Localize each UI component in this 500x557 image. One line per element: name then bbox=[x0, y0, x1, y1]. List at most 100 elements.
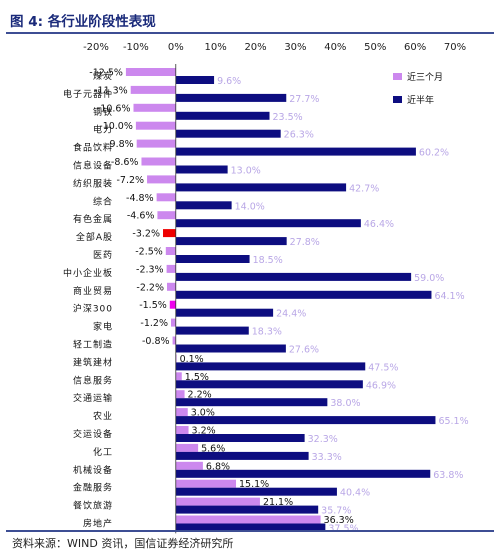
bar-half-year bbox=[175, 76, 215, 84]
data-label-three-month: -4.8% bbox=[126, 193, 154, 204]
bar-half-year bbox=[175, 93, 287, 102]
category-label: 医药 bbox=[93, 250, 113, 261]
category-label: 煤炭 bbox=[93, 70, 113, 82]
x-tick-label: -20% bbox=[83, 42, 109, 53]
data-label-three-month: -3.2% bbox=[132, 229, 160, 240]
category-label: 中小企业板 bbox=[63, 267, 113, 279]
bar-half-year bbox=[175, 219, 361, 228]
data-label-three-month: 3.2% bbox=[192, 426, 216, 437]
x-tick-label: 60% bbox=[404, 42, 426, 53]
bar-three-month bbox=[141, 157, 176, 166]
figure-title: 图 4: 各行业阶段性表现 bbox=[10, 14, 156, 30]
bar-three-month bbox=[169, 300, 176, 309]
bar-three-month bbox=[172, 336, 176, 345]
bar-half-year bbox=[175, 487, 337, 496]
data-label-three-month: 21.1% bbox=[263, 497, 293, 508]
bar-half-year bbox=[175, 469, 431, 478]
data-label-half-year: 37.5% bbox=[328, 524, 358, 535]
source-note: 资料来源：WIND 资讯，国信证券经济研究所 bbox=[12, 537, 234, 550]
data-label-three-month: -8.6% bbox=[111, 157, 139, 168]
legend-label-three-month: 近三个月 bbox=[407, 71, 443, 83]
category-label: 交通运输 bbox=[73, 392, 113, 404]
bar-three-month bbox=[175, 515, 321, 524]
x-tick-label: 30% bbox=[284, 42, 306, 53]
data-label-half-year: 9.6% bbox=[217, 76, 241, 87]
category-label: 纺织服装 bbox=[73, 177, 113, 189]
bar-half-year bbox=[175, 129, 281, 138]
data-label-half-year: 59.0% bbox=[414, 273, 444, 284]
x-tick-label: 70% bbox=[444, 42, 466, 53]
category-label: 综合 bbox=[93, 195, 113, 207]
category-label: 全部A股 bbox=[76, 231, 113, 243]
data-label-half-year: 42.7% bbox=[349, 183, 379, 194]
data-label-three-month: 5.6% bbox=[201, 443, 225, 454]
bar-half-year bbox=[175, 237, 287, 246]
bar-three-month bbox=[175, 372, 182, 381]
bar-three-month bbox=[125, 68, 176, 76]
bar-half-year bbox=[175, 344, 286, 353]
data-label-half-year: 18.5% bbox=[253, 255, 283, 266]
category-label: 家电 bbox=[93, 321, 113, 333]
bar-half-year bbox=[175, 255, 250, 263]
bar-three-month bbox=[170, 318, 176, 327]
data-label-half-year: 27.7% bbox=[289, 94, 319, 105]
data-label-three-month: 3.0% bbox=[191, 408, 215, 419]
title-rule bbox=[6, 32, 494, 34]
bar-half-year bbox=[175, 183, 347, 192]
data-label-three-month: -2.3% bbox=[136, 264, 164, 275]
bar-half-year bbox=[175, 380, 363, 389]
bar-half-year bbox=[175, 290, 432, 299]
data-label-three-month: -1.2% bbox=[140, 318, 168, 329]
bar-half-year bbox=[175, 362, 366, 371]
data-label-half-year: 13.0% bbox=[231, 166, 261, 177]
category-label: 建筑建材 bbox=[73, 356, 113, 368]
bar-half-year bbox=[175, 523, 326, 532]
data-label-three-month: -1.5% bbox=[139, 300, 167, 311]
bar-three-month bbox=[133, 103, 176, 112]
data-label-half-year: 27.8% bbox=[290, 237, 320, 248]
bar-half-year bbox=[175, 326, 249, 335]
category-label: 金融服务 bbox=[73, 482, 113, 494]
category-label: 餐饮旅游 bbox=[73, 500, 113, 512]
data-label-three-month: 15.1% bbox=[239, 479, 269, 490]
data-label-half-year: 38.0% bbox=[330, 398, 360, 409]
bar-half-year bbox=[175, 201, 232, 210]
data-label-three-month: -9.8% bbox=[106, 139, 134, 150]
category-label: 农业 bbox=[93, 410, 113, 422]
bar-three-month bbox=[166, 264, 176, 273]
data-label-three-month: 1.5% bbox=[185, 372, 209, 383]
category-label: 食品饮料 bbox=[73, 142, 113, 154]
data-label-three-month: -11.3% bbox=[94, 85, 128, 96]
bar-three-month bbox=[135, 121, 176, 130]
data-label-half-year: 32.3% bbox=[308, 434, 338, 445]
data-label-half-year: 23.5% bbox=[273, 112, 303, 123]
bar-half-year bbox=[175, 416, 436, 425]
data-label-three-month: -7.2% bbox=[116, 175, 144, 186]
data-label-half-year: 18.3% bbox=[252, 327, 282, 338]
category-label: 化工 bbox=[93, 446, 113, 458]
data-label-half-year: 35.7% bbox=[321, 506, 351, 517]
x-tick-label: 10% bbox=[205, 42, 227, 53]
bar-three-month bbox=[165, 247, 176, 255]
category-label: 房地产 bbox=[83, 518, 113, 530]
bar-half-year bbox=[175, 434, 305, 442]
category-label: 有色金属 bbox=[73, 213, 113, 225]
bar-half-year bbox=[175, 147, 416, 156]
bar-half-year bbox=[175, 165, 228, 174]
x-tick-label: -10% bbox=[123, 42, 149, 53]
bar-three-month bbox=[136, 139, 176, 148]
bar-three-month bbox=[175, 426, 189, 434]
data-label-half-year: 46.9% bbox=[366, 380, 396, 391]
bar-three-month bbox=[175, 390, 185, 399]
legend-swatch-three-month bbox=[393, 73, 402, 80]
bar-three-month bbox=[147, 175, 176, 184]
category-label: 轻工制造 bbox=[73, 339, 113, 351]
bar-half-year bbox=[175, 272, 412, 281]
x-tick-label: 50% bbox=[364, 42, 386, 53]
bar-three-month bbox=[175, 443, 199, 452]
data-label-half-year: 46.4% bbox=[364, 219, 394, 230]
bar-half-year bbox=[175, 505, 319, 514]
bar-three-month bbox=[157, 211, 176, 220]
category-label: 机械设备 bbox=[73, 464, 113, 476]
